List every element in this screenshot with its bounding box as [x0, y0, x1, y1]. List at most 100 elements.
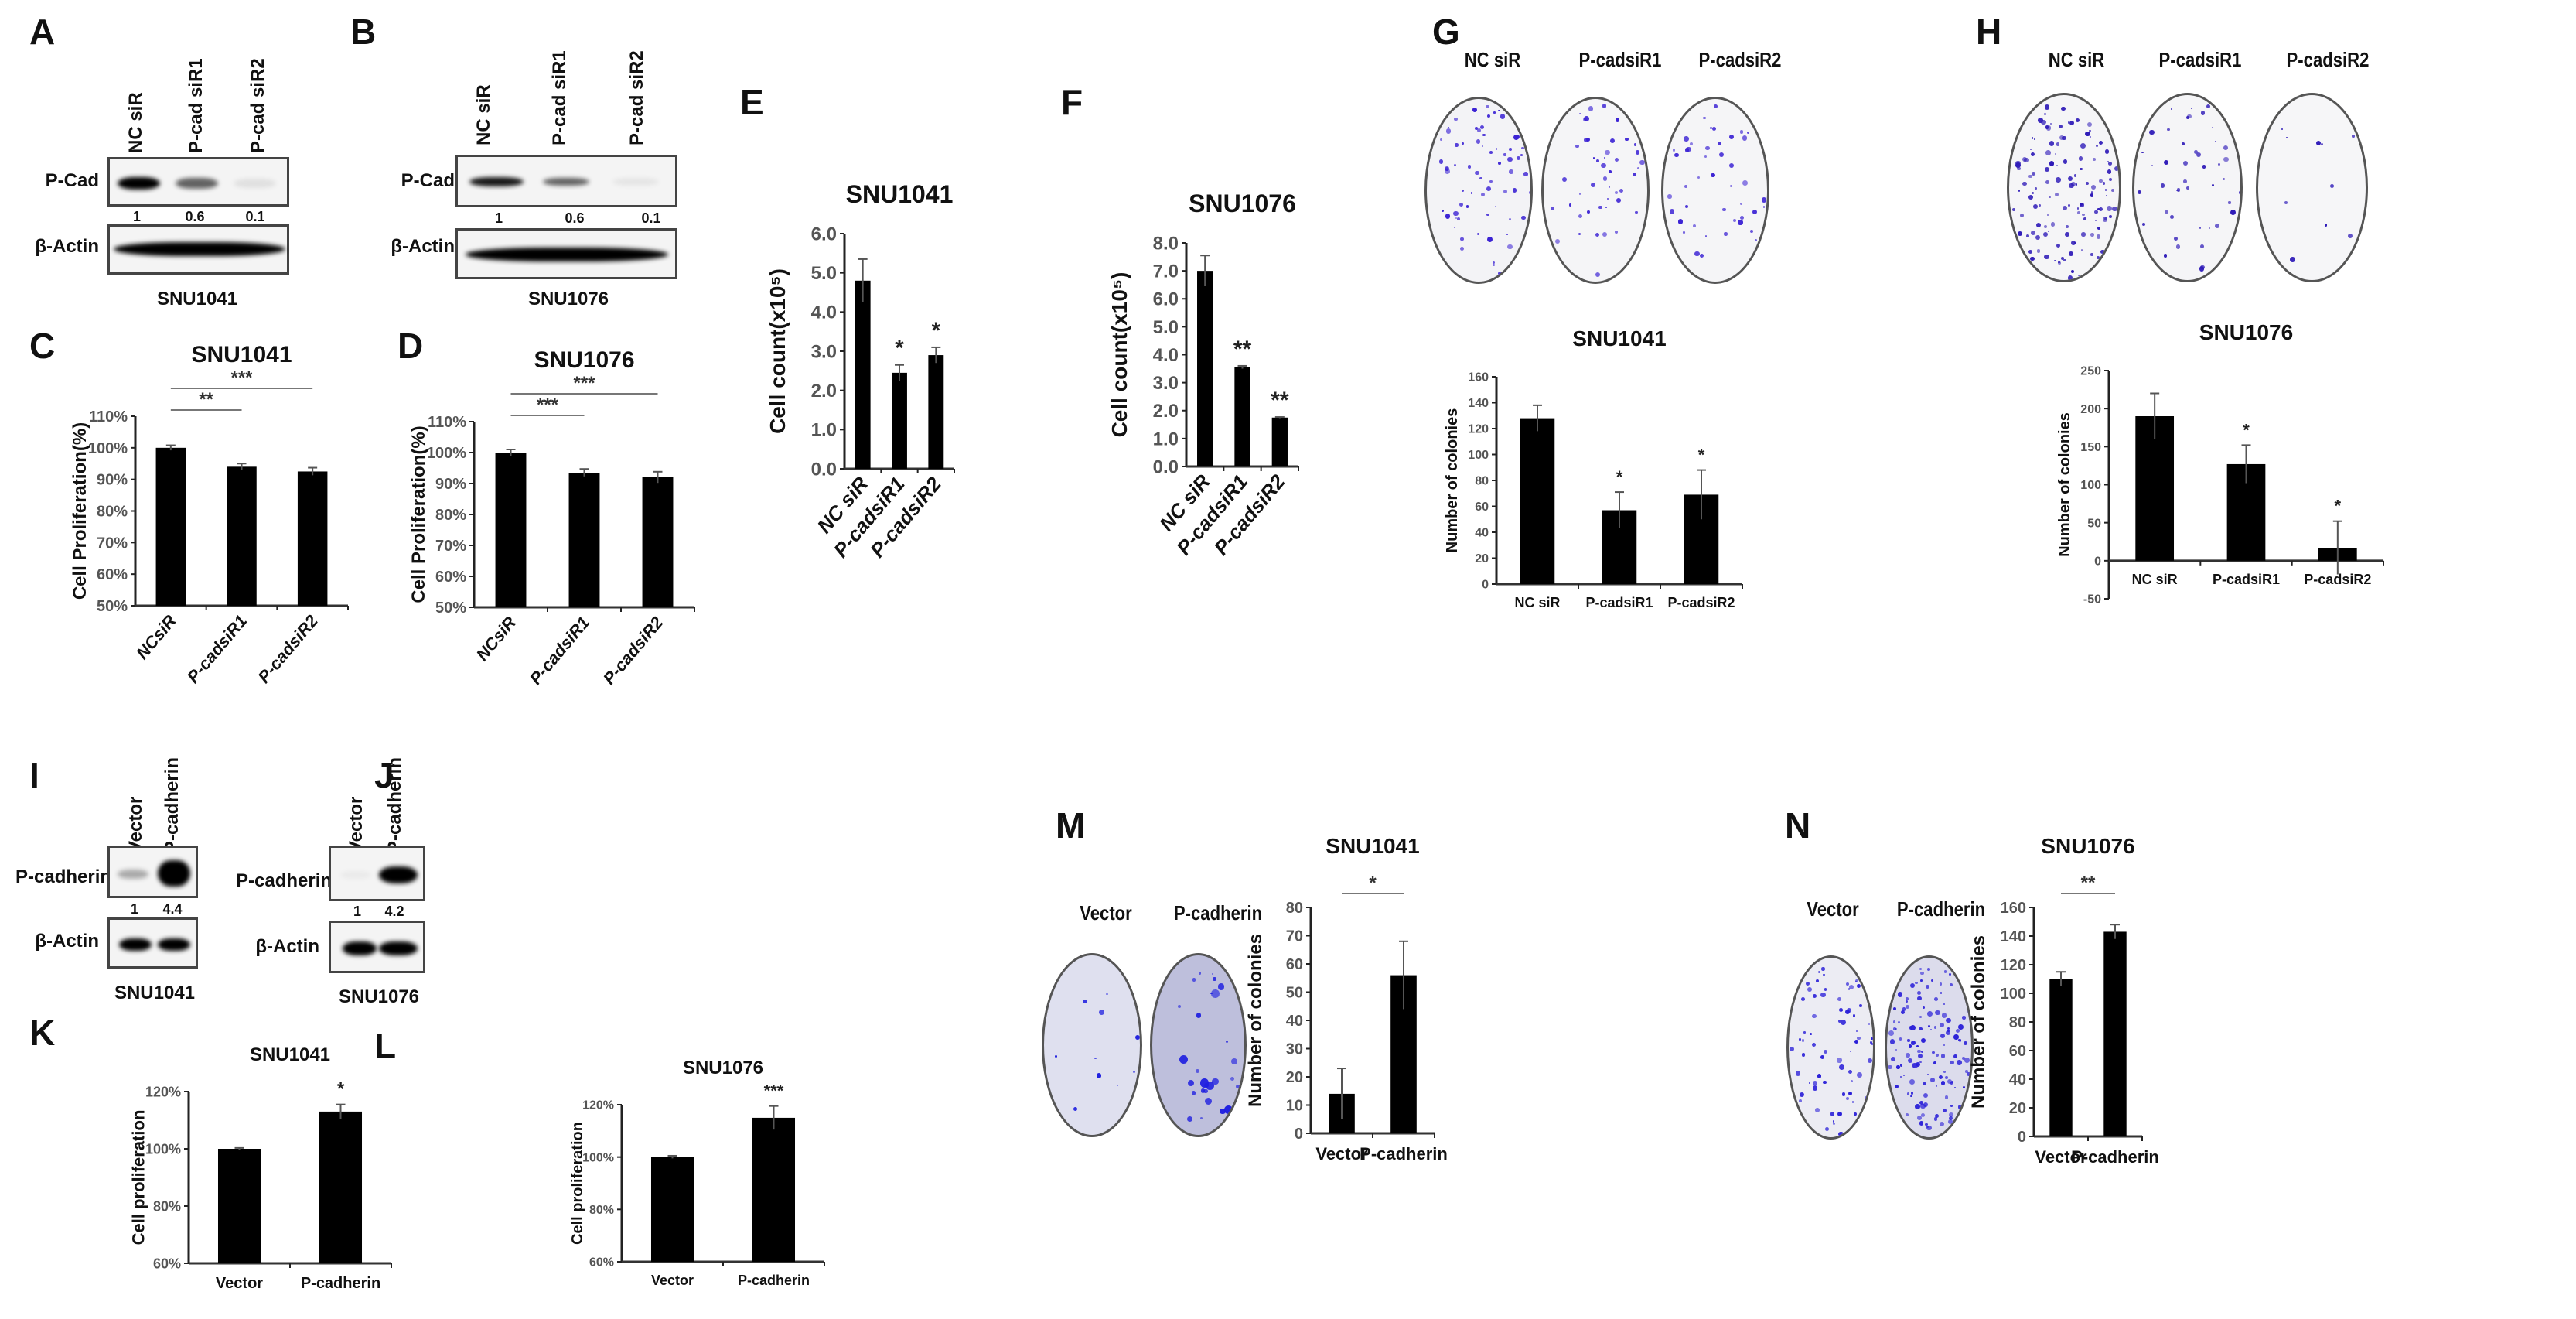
colony-dot [2081, 232, 2086, 237]
bar-chart-n: SNU1076 0 20 40 60 80 100 120 140 160 Number of co… [1968, 834, 2351, 1238]
colony-dot [1871, 1043, 1873, 1045]
colony-dot [2097, 255, 2100, 259]
colony-dot [1486, 213, 1489, 216]
colony-dot [1870, 1037, 1873, 1041]
colony-dot [1697, 176, 1701, 179]
colony-dot [1217, 983, 1225, 990]
y-tick-label: 100% [582, 1151, 614, 1164]
colony-dot [2289, 257, 2295, 263]
colony-dot [2151, 164, 2153, 166]
colony-dot [1838, 1008, 1844, 1013]
colony-dot [1615, 118, 1620, 123]
colony-dot [1692, 224, 1696, 228]
colony-dot [2091, 185, 2097, 190]
colony-dot [2206, 104, 2211, 108]
colony-dot [2185, 186, 2189, 190]
colony-dot [1477, 233, 1480, 236]
colony-dot [1889, 1039, 1895, 1044]
colony-dot [1920, 979, 1923, 982]
colony-dot [1899, 1064, 1903, 1067]
colony-dot [1602, 232, 1607, 237]
panel-label-i: I [29, 755, 39, 795]
colony-dot [1740, 203, 1743, 206]
colony-dot [1591, 182, 1596, 187]
colony-dot [1888, 1064, 1893, 1070]
bar-chart-m: SNU1041 0 10 20 30 40 50 60 70 80 Number of coloni… [1245, 834, 1609, 1238]
colony-dot [2059, 135, 2065, 141]
colony-dot [2090, 193, 2094, 197]
colony-dot [1606, 197, 1609, 200]
colony-dot [1195, 1069, 1199, 1074]
colony-dot [2075, 118, 2080, 123]
significance-marker: *** [573, 373, 595, 394]
x-tick-label: Vector [2035, 1147, 2087, 1167]
bar-chart-k: SNU1041 60% 80% 100% 120% Cell proliferation V… [31, 1037, 392, 1315]
colony-dot [1583, 137, 1588, 142]
lane-label: P-cadherin [384, 757, 405, 853]
y-tick-label: 50 [1286, 985, 1303, 1002]
bar [495, 453, 527, 607]
y-tick-label: 80% [97, 504, 128, 521]
bar [752, 1117, 796, 1262]
colony-dot [1910, 1095, 1912, 1098]
colony-dot [2187, 114, 2192, 119]
colony-dot [2063, 205, 2068, 211]
colony-dot [1921, 1037, 1926, 1043]
colony-dot [1803, 1031, 1806, 1034]
colony-dot [1178, 1005, 1182, 1009]
colony-dot [2098, 141, 2103, 145]
colony-dot [2209, 227, 2211, 229]
colony-dot [2165, 210, 2168, 214]
colony-dot [1445, 214, 1451, 219]
colony-dot [1199, 1078, 1210, 1088]
colony-dot [1495, 148, 1498, 150]
colony-dot [2036, 249, 2041, 253]
colony-dot [2031, 152, 2035, 157]
bar [297, 471, 328, 606]
colony-dot [1482, 145, 1484, 147]
colony-dot [1462, 190, 1465, 193]
colony-dot [2044, 167, 2050, 173]
colony-dot [2045, 125, 2049, 129]
colony-dot [1891, 1057, 1896, 1061]
colony-dot [1820, 992, 1826, 998]
y-tick-label: 200 [2080, 403, 2101, 416]
y-tick-label: 120% [145, 1084, 181, 1099]
colony-dot [1940, 1054, 1946, 1058]
band [118, 177, 160, 190]
colony-dot [1807, 986, 1812, 992]
colony-dot [2065, 232, 2069, 237]
colony-dot [1500, 114, 1506, 119]
colony-dot [1923, 1082, 1926, 1086]
bar-chart-c: SNU1041 50% 60% 70% 80% 90% 100% 110% Cell Proli… [43, 333, 367, 687]
colony-dot [2228, 201, 2231, 204]
colony-dot [1919, 1027, 1923, 1031]
colony-dot [1823, 1080, 1827, 1084]
colony-dot [1910, 1092, 1913, 1095]
colony-dot [1917, 1116, 1923, 1120]
colony-dot [2032, 204, 2038, 209]
colony-dot [1812, 1014, 1817, 1019]
colony-dot [2060, 256, 2065, 260]
petri-dish [2256, 93, 2368, 282]
colony-dot [1805, 981, 1810, 986]
colony-dot [1598, 205, 1602, 209]
colony-dot [2044, 254, 2050, 260]
colony-dot [1637, 167, 1640, 170]
colony-dot [1947, 1027, 1950, 1030]
colony-dot [2281, 128, 2283, 131]
colony-dot [2043, 231, 2049, 237]
colony-dot [1950, 1060, 1954, 1065]
colony-dot [1824, 1127, 1829, 1132]
colony-dot [1479, 176, 1482, 180]
colony-dot [1440, 138, 1443, 141]
colony-dot [1754, 238, 1758, 242]
colony-dot [2056, 177, 2061, 183]
colony-dot [1837, 1019, 1842, 1023]
colony-dot [1936, 1054, 1940, 1058]
colony-dot [2230, 210, 2236, 216]
panel-label-h: H [1976, 12, 2002, 52]
colony-dot [1895, 1049, 1897, 1051]
colony-dot [1494, 206, 1497, 208]
y-tick-label: 30 [1286, 1041, 1303, 1058]
